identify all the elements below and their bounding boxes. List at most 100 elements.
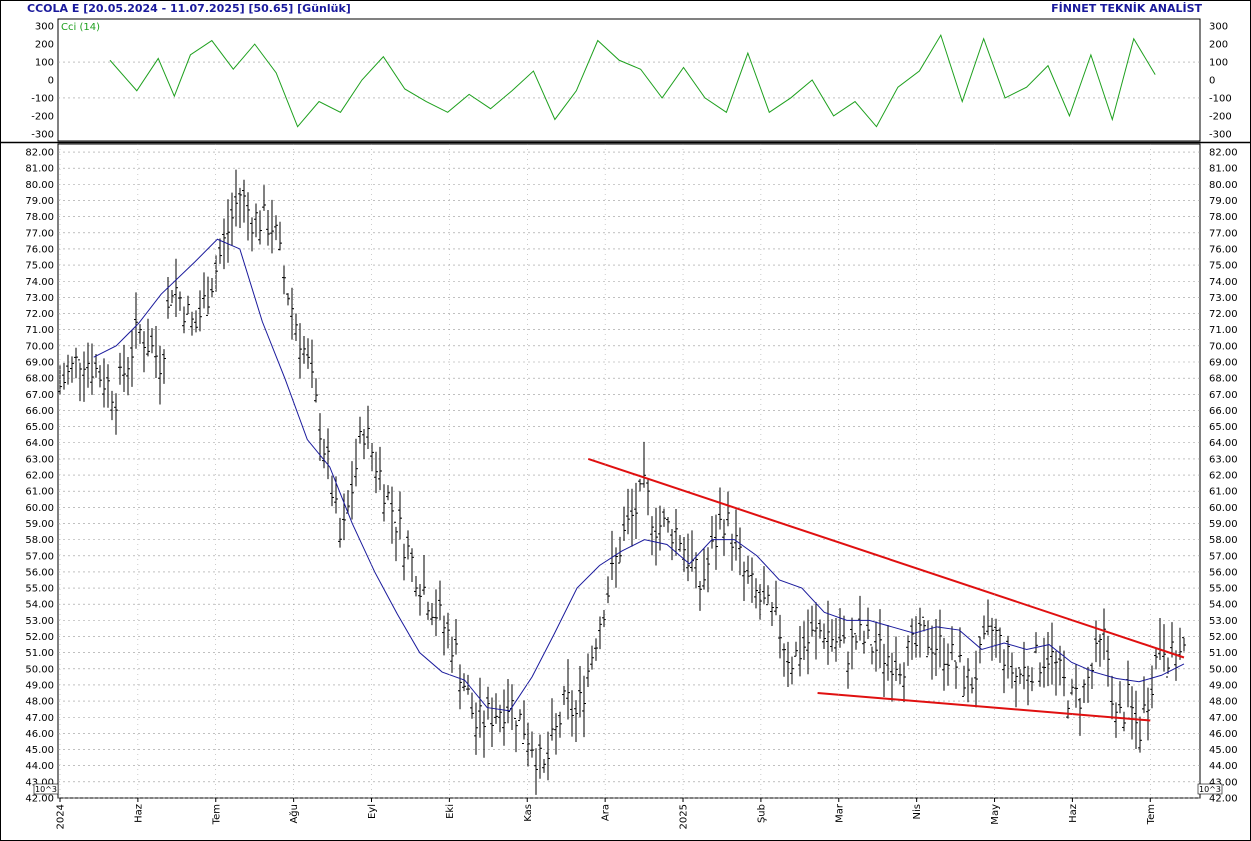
price-y-tick-label-left: 73.00 [25,293,54,304]
price-y-tick-label-left: 45.00 [25,745,54,756]
price-y-tick-label-right: 78.00 [1209,212,1238,223]
x-axis-label: Ağu [288,804,300,824]
price-y-tick-label-right: 62.00 [1209,471,1238,482]
price-y-tick-label-right: 48.00 [1209,697,1238,708]
cci-y-tick-label-left: -100 [31,93,54,104]
price-y-tick-label-right: 55.00 [1209,584,1238,595]
price-y-tick-label-left: 79.00 [25,196,54,207]
price-y-tick-label-left: 82.00 [25,148,54,159]
cci-y-tick-label-right: 0 [1209,76,1215,87]
price-y-tick-label-left: 81.00 [25,164,54,175]
price-y-tick-label-right: 53.00 [1209,616,1238,627]
price-y-tick-label-left: 76.00 [25,244,54,255]
price-y-tick-label-right: 63.00 [1209,454,1238,465]
price-y-tick-label-right: 76.00 [1209,244,1238,255]
price-y-tick-label-left: 62.00 [25,471,54,482]
trendline [817,692,1151,722]
price-y-tick-label-left: 60.00 [25,503,54,514]
x-axis-label: Kas [523,804,534,822]
price-y-tick-label-right: 69.00 [1209,358,1238,369]
price-y-tick-label-left: 65.00 [25,422,54,433]
price-y-tick-label-left: 51.00 [25,648,54,659]
chart-symbol-info: CCOLA E [20.05.2024 - 11.07.2025] [50.65… [27,2,351,15]
price-y-tick-label-left: 71.00 [25,325,54,336]
cci-y-tick-label-right: -100 [1209,93,1232,104]
price-y-tick-label-right: 57.00 [1209,551,1238,562]
x-axis-label: Tem [1146,804,1157,825]
x-axis-label: May [990,804,1001,825]
x-axis-label: Şub [756,804,767,823]
price-y-tick-label-right: 79.00 [1209,196,1238,207]
price-y-tick-label-right: 51.00 [1209,648,1238,659]
price-y-tick-label-left: 58.00 [25,535,54,546]
cci-line [109,33,1156,128]
axis-scale-badge: 10^3 [35,785,57,794]
price-y-tick-label-right: 80.00 [1209,180,1238,191]
price-y-tick-label-left: 75.00 [25,261,54,272]
price-y-tick-label-right: 54.00 [1209,600,1238,611]
cci-indicator-panel: Cci (14) [57,18,1201,142]
price-y-tick-label-right: 68.00 [1209,374,1238,385]
cci-y-tick-label-left: 300 [35,22,54,33]
price-y-tick-label-right: 49.00 [1209,680,1238,691]
trendline [587,457,1185,659]
price-y-tick-label-left: 72.00 [25,309,54,320]
price-y-tick-label-right: 75.00 [1209,261,1238,272]
cci-y-tick-label-right: 300 [1209,22,1228,33]
cci-y-tick-label-left: -200 [31,111,54,122]
price-y-tick-label-right: 42.00 [1209,794,1238,805]
price-y-tick-label-left: 59.00 [25,519,54,530]
price-y-tick-label-right: 44.00 [1209,761,1238,772]
cci-y-tick-label-right: 100 [1209,58,1228,69]
price-y-tick-label-left: 42.00 [25,794,54,805]
cci-y-tick-label-left: 0 [48,76,54,87]
cci-title: Cci (14) [61,22,100,33]
cci-y-tick-label-left: 100 [35,58,54,69]
price-bars [58,169,1186,795]
price-y-tick-label-left: 67.00 [25,390,54,401]
price-y-tick-label-right: 73.00 [1209,293,1238,304]
price-y-tick-label-left: 77.00 [25,228,54,239]
x-axis-label: Nis [912,804,923,819]
cci-y-tick-label-right: -300 [1209,129,1232,140]
price-y-tick-label-left: 63.00 [25,454,54,465]
x-axis-label: Eyl [367,804,378,819]
price-y-tick-label-right: 60.00 [1209,503,1238,514]
price-y-tick-label-left: 52.00 [25,632,54,643]
brand-label: FİNNET TEKNİK ANALİST [1051,2,1202,15]
price-y-tick-label-right: 43.00 [1209,777,1238,788]
price-y-tick-label-left: 68.00 [25,374,54,385]
price-y-tick-label-left: 49.00 [25,680,54,691]
moving-average-line [93,238,1185,712]
x-axis-label: Haz [133,804,144,823]
price-y-tick-label-left: 66.00 [25,406,54,417]
x-axis-label: Ara [601,804,612,821]
price-y-tick-label-left: 56.00 [25,567,54,578]
price-y-tick-label-left: 69.00 [25,358,54,369]
cci-y-tick-label-left: -300 [31,129,54,140]
price-y-tick-label-left: 53.00 [25,616,54,627]
price-y-tick-label-left: 43.00 [25,777,54,788]
x-axis-label: Tem [211,804,222,825]
price-y-tick-label-left: 46.00 [25,729,54,740]
cci-y-tick-label-right: -200 [1209,111,1232,122]
price-y-tick-label-right: 72.00 [1209,309,1238,320]
price-y-tick-label-right: 56.00 [1209,567,1238,578]
price-y-tick-label-right: 47.00 [1209,713,1238,724]
price-y-tick-label-right: 61.00 [1209,487,1238,498]
x-axis-label: 2025 [679,804,690,829]
x-axis-label: Mar [834,803,845,823]
cci-y-tick-label-left: 200 [35,40,54,51]
price-y-tick-label-right: 77.00 [1209,228,1238,239]
price-y-tick-label-right: 74.00 [1209,277,1238,288]
price-y-tick-label-right: 81.00 [1209,164,1238,175]
axis-scale-badge-box [33,783,59,795]
price-y-tick-label-left: 80.00 [25,180,54,191]
price-y-tick-label-right: 46.00 [1209,729,1238,740]
price-panel [0,141,1251,799]
price-y-tick-label-left: 78.00 [25,212,54,223]
price-y-tick-label-left: 48.00 [25,697,54,708]
price-y-tick-label-left: 54.00 [25,600,54,611]
price-y-tick-label-right: 70.00 [1209,341,1238,352]
price-y-tick-label-left: 57.00 [25,551,54,562]
